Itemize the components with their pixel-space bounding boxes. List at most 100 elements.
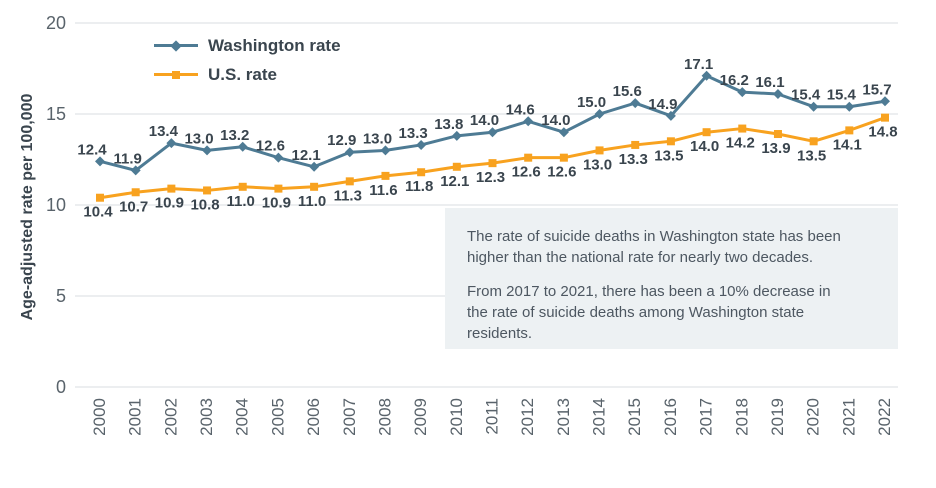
washington-rate-value-label: 12.1 [291,147,320,164]
annotation-paragraph-1: The rate of suicide deaths in Washington… [467,228,841,266]
washington-rate-value-label: 13.0 [184,130,213,147]
u-s-rate-data-point [310,182,319,191]
legend-label-washington: Washington rate [208,35,341,55]
x-axis-year-label: 2021 [839,398,858,436]
washington-rate-data-point [630,98,641,109]
x-axis-year-label: 2006 [304,398,323,436]
washington-rate-data-point [880,96,890,107]
x-axis-year-label: 2008 [375,398,394,436]
washington-rate-data-point [380,145,391,156]
u-s-rate-data-point [881,113,889,122]
u-s-rate-data-point [452,162,461,171]
u-s-rate-value-label: 11.3 [334,187,362,204]
u-s-rate-value-label: 10.7 [119,198,148,215]
washington-rate-data-point [166,138,177,149]
u-s-rate-value-label: 12.3 [476,169,505,186]
washington-rate-data-point [273,152,284,163]
u-s-rate-data-point [96,193,104,202]
u-s-rate-data-point [203,186,212,195]
u-s-rate-value-label: 13.5 [654,147,683,164]
washington-rate-value-label: 15.0 [577,94,606,111]
washington-rate-value-label: 12.9 [327,132,356,149]
annotation-paragraph-2: From 2017 to 2021, there has been a 10% … [467,283,831,342]
x-axis-year-label: 2019 [768,398,787,436]
u-s-rate-value-label: 14.0 [690,138,719,155]
x-axis-year-label: 2002 [161,398,180,436]
washington-rate-data-point [451,130,462,141]
u-s-rate-data-point [238,182,247,191]
x-axis-year-label: 2001 [126,398,145,436]
y-axis-tick-label: 15 [46,104,66,124]
u-s-rate-value-label: 10.4 [83,204,113,221]
u-s-rate-data-point [702,128,711,137]
x-axis-year-label: 2017 [697,398,716,436]
u-s-rate-data-point [274,184,283,193]
washington-rate-data-point [309,161,320,172]
legend-label-us: U.S. rate [208,64,277,84]
washington-rate-value-label: 12.6 [256,138,285,155]
washington-rate-data-point [487,127,498,138]
x-axis-year-label: 2016 [661,398,680,436]
washington-rate-data-point [202,145,213,156]
washington-rate-data-point [808,101,819,112]
u-s-rate-value-label: 13.5 [797,147,826,164]
u-s-rate-data-point [738,124,747,133]
diamond-marker-icon [170,39,182,52]
u-s-rate-value-label: 14.1 [833,136,862,153]
u-s-rate-data-point [167,184,176,193]
washington-rate-value-label: 13.2 [220,127,249,144]
u-s-rate-data-point [417,168,426,177]
washington-rate-value-label: 13.3 [399,125,428,142]
washington-rate-data-point [130,165,141,176]
washington-rate-value-label: 14.6 [506,101,535,118]
x-axis-year-label: 2000 [90,398,109,436]
u-s-rate-value-label: 11.0 [298,193,326,210]
u-s-rate-data-point [524,153,533,162]
u-s-rate-data-point [131,188,140,197]
x-axis-year-label: 2004 [233,398,252,436]
washington-rate-data-point [844,101,855,112]
legend-item-washington: Washington rate [154,33,341,58]
washington-rate-data-point [772,88,783,99]
y-axis-title: Age-adjusted rate per 100,000 [19,93,36,321]
u-s-rate-data-point [595,146,604,155]
u-s-rate-value-label: 14.8 [868,124,897,141]
washington-rate-value-label: 14.0 [541,112,570,129]
x-axis-year-label: 2010 [447,398,466,436]
u-s-rate-value-label: 12.6 [512,164,541,181]
x-axis-year-label: 2013 [554,398,573,436]
u-s-rate-value-label: 11.0 [227,193,255,210]
y-axis-tick-label: 20 [46,13,66,33]
u-s-rate-value-label: 13.0 [583,156,612,173]
x-axis-year-label: 2014 [590,398,609,436]
x-axis-year-label: 2015 [625,398,644,436]
u-s-rate-data-point [809,137,818,146]
washington-rate-data-point [594,109,605,119]
washington-rate-value-label: 11.9 [113,150,141,167]
u-s-rate-value-label: 11.6 [369,182,397,199]
washington-rate-value-label: 16.2 [720,72,749,89]
u-s-rate-data-point [773,130,782,139]
washington-rate-value-label: 15.4 [791,87,821,104]
x-axis-year-label: 2005 [268,398,287,436]
x-axis-year-label: 2007 [340,398,359,436]
u-s-rate-data-point [345,177,354,186]
square-marker-icon [172,70,180,79]
washington-rate-value-label: 15.4 [827,87,857,104]
legend: Washington rate U.S. rate [154,33,341,87]
washington-rate-data-point [237,141,248,152]
u-s-rate-value-label: 12.6 [547,164,576,181]
u-s-rate-data-point [631,140,640,149]
washington-rate-value-label: 17.1 [684,56,713,73]
u-s-rate-data-point [381,171,390,180]
washington-rate-data-point [558,127,569,138]
u-s-rate-value-label: 10.9 [262,195,291,212]
u-s-rate-data-point [559,153,568,162]
u-s-rate-value-label: 13.9 [761,140,790,157]
washington-rate-value-label: 16.1 [755,74,784,91]
x-axis-year-label: 2011 [483,398,502,435]
u-s-rate-data-point [845,126,854,135]
washington-rate-value-label: 12.4 [77,141,107,158]
